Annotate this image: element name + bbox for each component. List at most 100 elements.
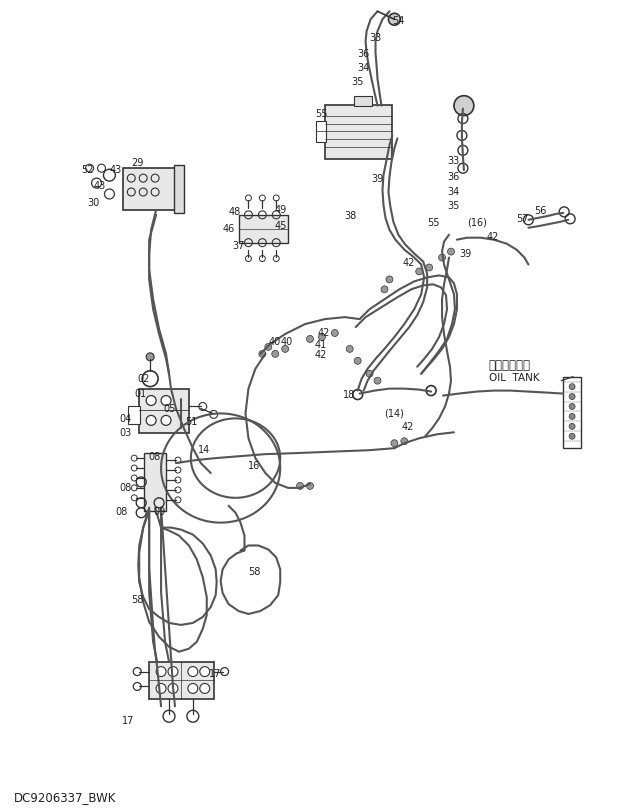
Text: 43: 43 [110, 165, 122, 175]
Text: 39: 39 [371, 175, 384, 184]
Text: 55: 55 [315, 108, 327, 119]
Bar [144, 453, 166, 511]
Circle shape [354, 357, 361, 364]
Circle shape [569, 423, 575, 429]
Text: 35: 35 [447, 201, 459, 211]
Text: 41: 41 [315, 340, 327, 350]
Text: オイルタンク: オイルタンク [489, 359, 531, 372]
Bar [140, 389, 189, 433]
Circle shape [569, 403, 575, 410]
Circle shape [281, 345, 289, 352]
Text: OIL  TANK: OIL TANK [489, 372, 539, 383]
Text: 42: 42 [487, 232, 499, 242]
Circle shape [569, 433, 575, 440]
Text: 46: 46 [223, 224, 235, 234]
Circle shape [142, 371, 158, 386]
Text: (16): (16) [467, 218, 487, 228]
Text: 54: 54 [392, 16, 405, 27]
Text: 38: 38 [345, 211, 357, 221]
Text: 37: 37 [232, 241, 245, 250]
Text: 34: 34 [447, 187, 459, 197]
Circle shape [146, 415, 156, 425]
Circle shape [438, 254, 446, 261]
Circle shape [156, 667, 166, 676]
Circle shape [306, 335, 314, 343]
Circle shape [156, 684, 166, 693]
Circle shape [389, 13, 401, 25]
Text: (14): (14) [384, 409, 404, 419]
Text: 34: 34 [358, 63, 370, 73]
Text: 08: 08 [148, 452, 161, 462]
Text: 09: 09 [153, 507, 166, 517]
Bar [128, 406, 140, 424]
Text: 52: 52 [82, 165, 94, 175]
Circle shape [146, 396, 156, 406]
Text: 51: 51 [185, 418, 197, 427]
Circle shape [454, 95, 474, 116]
Text: 02: 02 [137, 374, 149, 384]
Circle shape [416, 268, 423, 275]
Circle shape [168, 667, 178, 676]
Text: 42: 42 [401, 423, 414, 432]
Bar [174, 165, 184, 213]
Text: 58: 58 [249, 567, 261, 578]
Circle shape [374, 377, 381, 384]
Text: 42: 42 [315, 350, 327, 360]
Text: 30: 30 [87, 198, 100, 208]
Circle shape [188, 667, 198, 676]
Bar [239, 215, 288, 242]
Circle shape [168, 684, 178, 693]
Text: 01: 01 [135, 389, 146, 398]
Text: 03: 03 [120, 428, 131, 438]
Circle shape [381, 286, 388, 292]
Circle shape [448, 248, 454, 255]
Circle shape [161, 396, 171, 406]
Circle shape [272, 351, 279, 357]
Text: 36: 36 [358, 49, 370, 59]
Circle shape [104, 169, 115, 181]
Text: 57: 57 [516, 214, 529, 224]
Bar [325, 105, 392, 159]
Text: 49: 49 [274, 205, 286, 215]
Text: 08: 08 [120, 483, 131, 493]
Circle shape [265, 343, 272, 351]
Text: 40: 40 [268, 337, 280, 347]
Circle shape [259, 351, 266, 357]
Text: 56: 56 [534, 206, 547, 216]
Text: 45: 45 [274, 221, 286, 231]
Text: 29: 29 [131, 158, 144, 168]
Text: 18: 18 [343, 389, 355, 400]
Text: 05: 05 [163, 405, 175, 415]
Text: 33: 33 [447, 156, 459, 166]
Circle shape [319, 334, 326, 340]
Text: 55: 55 [427, 218, 440, 228]
Text: 17: 17 [209, 668, 221, 679]
Circle shape [366, 370, 373, 377]
Circle shape [386, 276, 393, 283]
Text: 33: 33 [370, 33, 382, 43]
Circle shape [391, 440, 398, 447]
Text: 43: 43 [94, 181, 106, 191]
Text: 35: 35 [352, 77, 364, 86]
Text: 04: 04 [120, 415, 131, 424]
Circle shape [187, 710, 199, 722]
Circle shape [346, 345, 353, 352]
Circle shape [296, 482, 304, 490]
Text: DC9206337_BWK: DC9206337_BWK [14, 791, 117, 804]
Circle shape [200, 667, 210, 676]
Circle shape [569, 414, 575, 419]
Circle shape [331, 330, 339, 336]
Text: 17: 17 [122, 716, 135, 726]
Bar [353, 95, 371, 106]
Circle shape [306, 482, 314, 490]
Bar [149, 662, 214, 700]
Bar [316, 120, 326, 142]
Text: 40: 40 [280, 337, 293, 347]
Text: 08: 08 [115, 507, 128, 517]
Circle shape [161, 415, 171, 425]
Bar [123, 168, 175, 210]
Circle shape [569, 393, 575, 399]
Text: 58: 58 [131, 595, 144, 605]
Circle shape [188, 684, 198, 693]
Text: 42: 42 [318, 328, 330, 338]
